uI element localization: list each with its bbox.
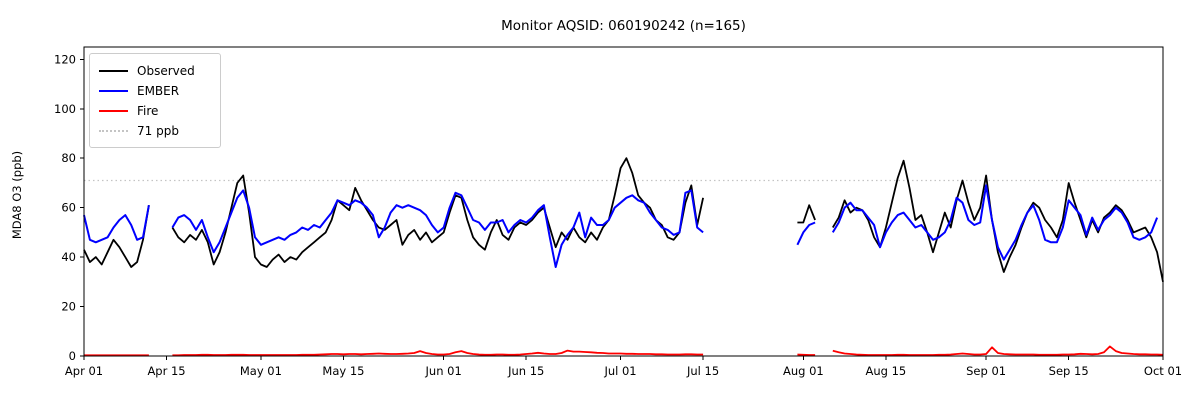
legend-item-ember: EMBER: [99, 81, 211, 101]
y-tick-label: 60: [61, 201, 76, 215]
fire-line: [172, 349, 704, 357]
observed-line: [832, 159, 1164, 282]
legend-label: Observed: [137, 64, 195, 78]
fire-line: [832, 345, 1164, 356]
ember-line-sample: [99, 90, 128, 92]
x-tick-label: Jun 15: [507, 364, 544, 378]
x-tick-label: Aug 01: [783, 364, 824, 378]
x-tick-label: Jul 01: [603, 364, 636, 378]
legend-label: Fire: [137, 104, 159, 118]
observed-line-sample: [99, 70, 128, 72]
observed-line: [83, 205, 150, 268]
y-tick-label: 80: [61, 151, 76, 165]
x-tick-label: Jun 01: [425, 364, 462, 378]
x-tick-label: Apr 01: [65, 364, 103, 378]
ember-line: [831, 184, 1159, 261]
ember-line: [83, 205, 150, 244]
y-tick-label: 100: [54, 102, 76, 116]
x-tick-label: Oct 01: [1144, 364, 1182, 378]
x-tick-label: May 15: [322, 364, 364, 378]
ember-line: [171, 189, 704, 268]
y-tick-label: 120: [54, 52, 76, 66]
y-tick-label: 20: [61, 300, 76, 314]
legend-label: 71 ppb: [137, 124, 179, 138]
legend-label: EMBER: [137, 84, 180, 98]
observed-line: [797, 204, 816, 224]
fire-line-sample: [99, 110, 128, 112]
x-tick-label: Aug 15: [866, 364, 907, 378]
x-tick-label: May 01: [240, 364, 282, 378]
plot-border: [83, 46, 1164, 357]
chart-title: Monitor AQSID: 060190242 (n=165): [501, 18, 746, 34]
legend-item-observed: Observed: [99, 61, 211, 81]
ember-line: [796, 221, 816, 246]
y-tick-label: 40: [61, 250, 76, 264]
y-tick-label: 0: [69, 349, 76, 363]
x-tick-label: Sep 15: [1049, 364, 1089, 378]
legend: Observed EMBER Fire 71 ppb: [89, 53, 221, 148]
observed-line: [171, 157, 704, 268]
x-tick-label: Apr 15: [147, 364, 185, 378]
x-tick-label: Jul 15: [686, 364, 719, 378]
threshold-line-sample: [99, 130, 128, 132]
legend-item-fire: Fire: [99, 101, 211, 121]
fire-line: [797, 353, 816, 356]
x-tick-label: Sep 01: [966, 364, 1006, 378]
legend-item-threshold: 71 ppb: [99, 121, 211, 141]
